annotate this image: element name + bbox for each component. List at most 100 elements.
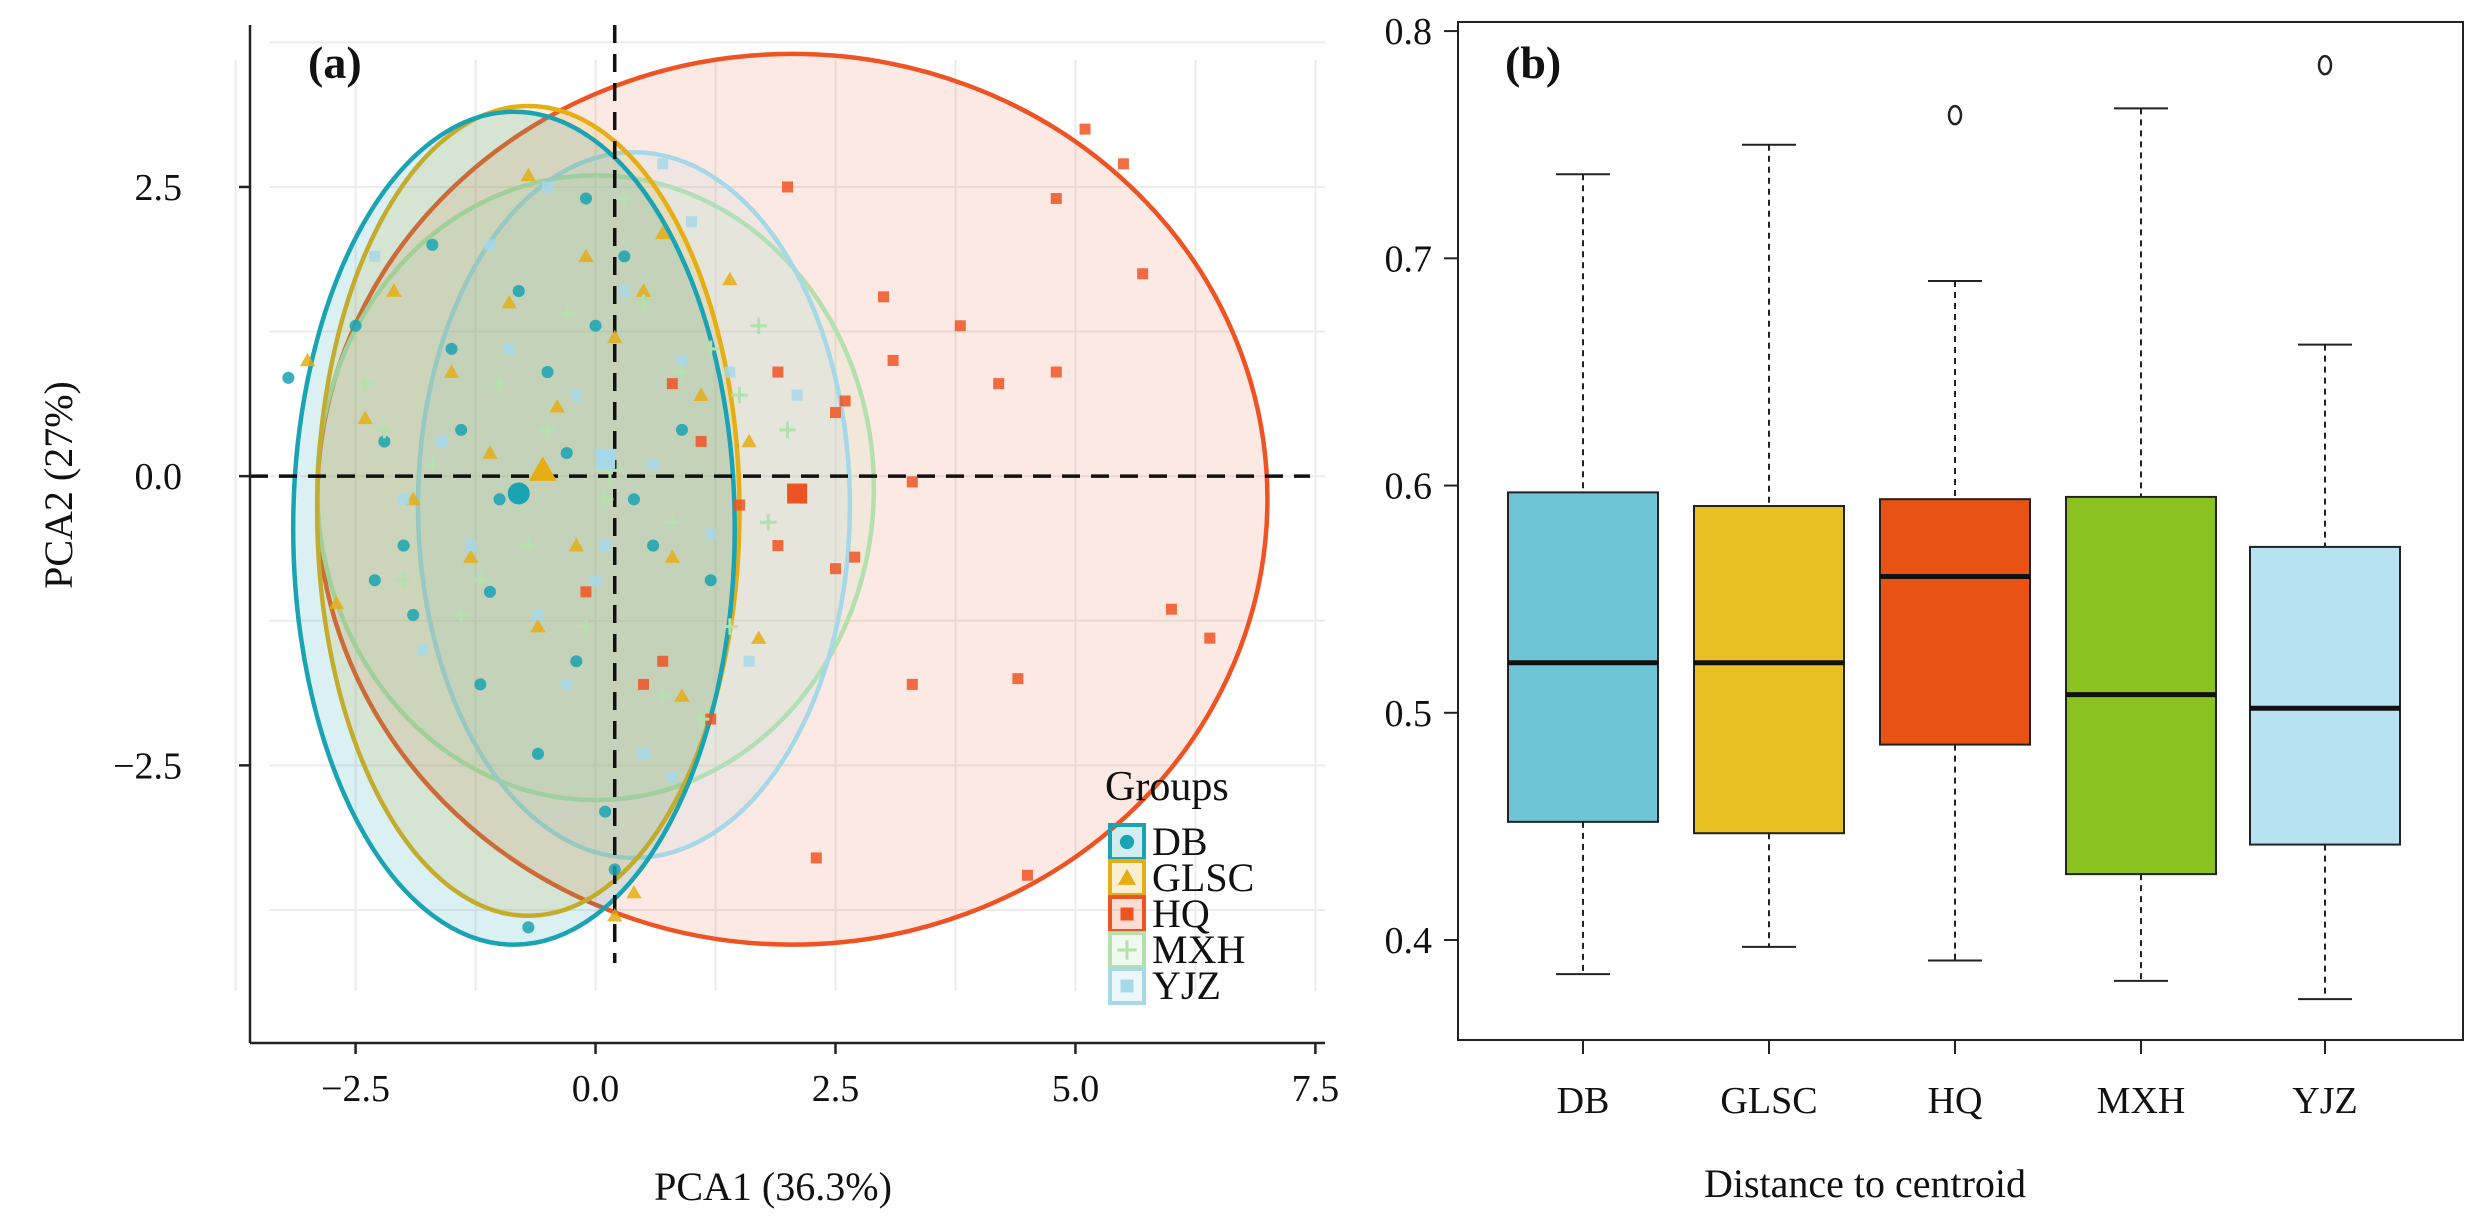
point-yjz xyxy=(369,250,381,262)
boxplot-x-tick-label: GLSC xyxy=(1720,1080,1817,1122)
point-glsc xyxy=(722,271,738,286)
point-glsc xyxy=(328,595,345,610)
box-iqr xyxy=(1879,498,2031,746)
legend-marker-db xyxy=(1119,834,1135,850)
legend-marker-yjz xyxy=(1120,979,1134,993)
pca-y-tick-label: −2.5 xyxy=(113,745,182,787)
point-hq xyxy=(839,395,851,407)
point-yjz xyxy=(666,771,678,783)
point-hq xyxy=(906,476,918,488)
box-iqr xyxy=(2065,495,2217,876)
point-glsc xyxy=(578,248,594,263)
box-iqr xyxy=(1507,491,1659,823)
point-yjz xyxy=(705,528,717,540)
pca-confidence-ellipses xyxy=(290,51,1270,947)
point-yjz xyxy=(542,181,554,193)
point-glsc xyxy=(357,410,373,425)
point-hq xyxy=(1012,673,1024,685)
point-hq xyxy=(849,551,861,563)
point-db xyxy=(349,319,362,332)
pca-y-tick-label: 2.5 xyxy=(135,167,183,209)
box-outlier xyxy=(2317,54,2333,76)
point-hq xyxy=(906,678,918,690)
point-yjz xyxy=(791,389,803,401)
point-hq xyxy=(1204,632,1216,644)
pca-x-ticks: −2.5 0.0 2.5 5.0 7.5 xyxy=(321,1043,1339,1110)
point-db xyxy=(579,192,592,205)
point-mxh xyxy=(539,421,556,439)
legend-title: Groups xyxy=(1105,764,1229,810)
point-mxh xyxy=(452,606,470,624)
point-hq xyxy=(1117,158,1129,170)
centroid-hq xyxy=(787,483,808,504)
point-glsc xyxy=(386,283,402,297)
point-glsc xyxy=(299,352,316,367)
point-mxh xyxy=(654,687,671,705)
point-db xyxy=(560,446,573,460)
point-mxh xyxy=(779,421,796,439)
point-glsc xyxy=(568,537,585,552)
box-glsc xyxy=(1693,143,1845,948)
boxplot-y-tick-label: 0.4 xyxy=(1385,920,1433,962)
pca-centroids xyxy=(507,448,808,505)
box-yjz xyxy=(2249,54,2401,1001)
point-yjz xyxy=(647,459,659,471)
point-mxh xyxy=(673,363,691,381)
point-db xyxy=(455,423,468,436)
point-hq xyxy=(1050,193,1062,205)
point-hq xyxy=(1079,123,1091,135)
point-db xyxy=(570,655,583,668)
point-db xyxy=(512,285,525,298)
point-glsc xyxy=(607,329,623,344)
point-mxh xyxy=(520,537,537,554)
boxplot-y-axis: 0.4 0.5 0.6 0.7 0.8 xyxy=(1385,11,1459,962)
point-glsc xyxy=(530,618,546,633)
distance-boxplot-panel: 0.4 0.5 0.6 0.7 0.8 DB GLSC HQ MXH YJZ (b) Dista… xyxy=(1385,11,2464,1206)
boxplot-y-tick-label: 0.6 xyxy=(1385,466,1433,508)
legend-label-mxh: MXH xyxy=(1152,927,1245,972)
point-hq xyxy=(1165,603,1177,615)
point-glsc xyxy=(693,387,709,401)
point-hq xyxy=(772,540,784,552)
boxplot-y-tick-label: 0.5 xyxy=(1385,693,1433,735)
legend-marker-mxh xyxy=(1117,940,1137,960)
box-iqr xyxy=(2249,545,2401,846)
pca-x-tick-label: 5.0 xyxy=(1052,1068,1100,1110)
boxplot-x-tick-label: YJZ xyxy=(2292,1080,2357,1122)
point-db xyxy=(483,585,497,598)
boxplot-panel-label: (b) xyxy=(1505,37,1561,88)
centroid-db xyxy=(507,482,530,505)
pca-x-tick-label: 2.5 xyxy=(812,1068,860,1110)
boxplot-x-axis-label: Distance to centroid xyxy=(1704,1161,2026,1206)
point-mxh xyxy=(721,618,739,635)
pca-points xyxy=(282,123,1216,934)
point-yjz xyxy=(417,644,429,656)
pca-panel: −2.5 0.0 2.5 5.0 7.5 −2.5 0.0 2.5 (a) PCA1 (36… xyxy=(36,25,1339,1209)
point-yjz xyxy=(465,540,477,552)
point-hq xyxy=(954,320,966,332)
boxplot-y-tick-label: 0.8 xyxy=(1385,11,1433,53)
point-yjz xyxy=(561,678,573,690)
point-db xyxy=(627,493,640,506)
point-glsc xyxy=(549,399,565,413)
point-mxh xyxy=(596,491,614,508)
box-iqr xyxy=(1693,505,1845,835)
point-mxh xyxy=(472,572,489,589)
point-yjz xyxy=(618,285,630,297)
point-hq xyxy=(638,678,650,690)
point-hq xyxy=(772,366,784,378)
point-db xyxy=(522,921,535,934)
point-glsc xyxy=(626,884,642,899)
ellipse-db xyxy=(290,109,737,947)
point-yjz xyxy=(724,366,736,378)
ellipse-glsc xyxy=(314,103,742,918)
point-db xyxy=(589,319,602,332)
point-db xyxy=(618,250,631,263)
point-hq xyxy=(829,407,841,419)
point-mxh xyxy=(558,305,575,323)
boxplot-x-tick-label: MXH xyxy=(2097,1080,2186,1122)
point-yjz xyxy=(676,354,688,366)
point-hq xyxy=(829,563,841,575)
pca-y-tick-label: 0.0 xyxy=(135,456,183,498)
point-yjz xyxy=(638,748,650,760)
